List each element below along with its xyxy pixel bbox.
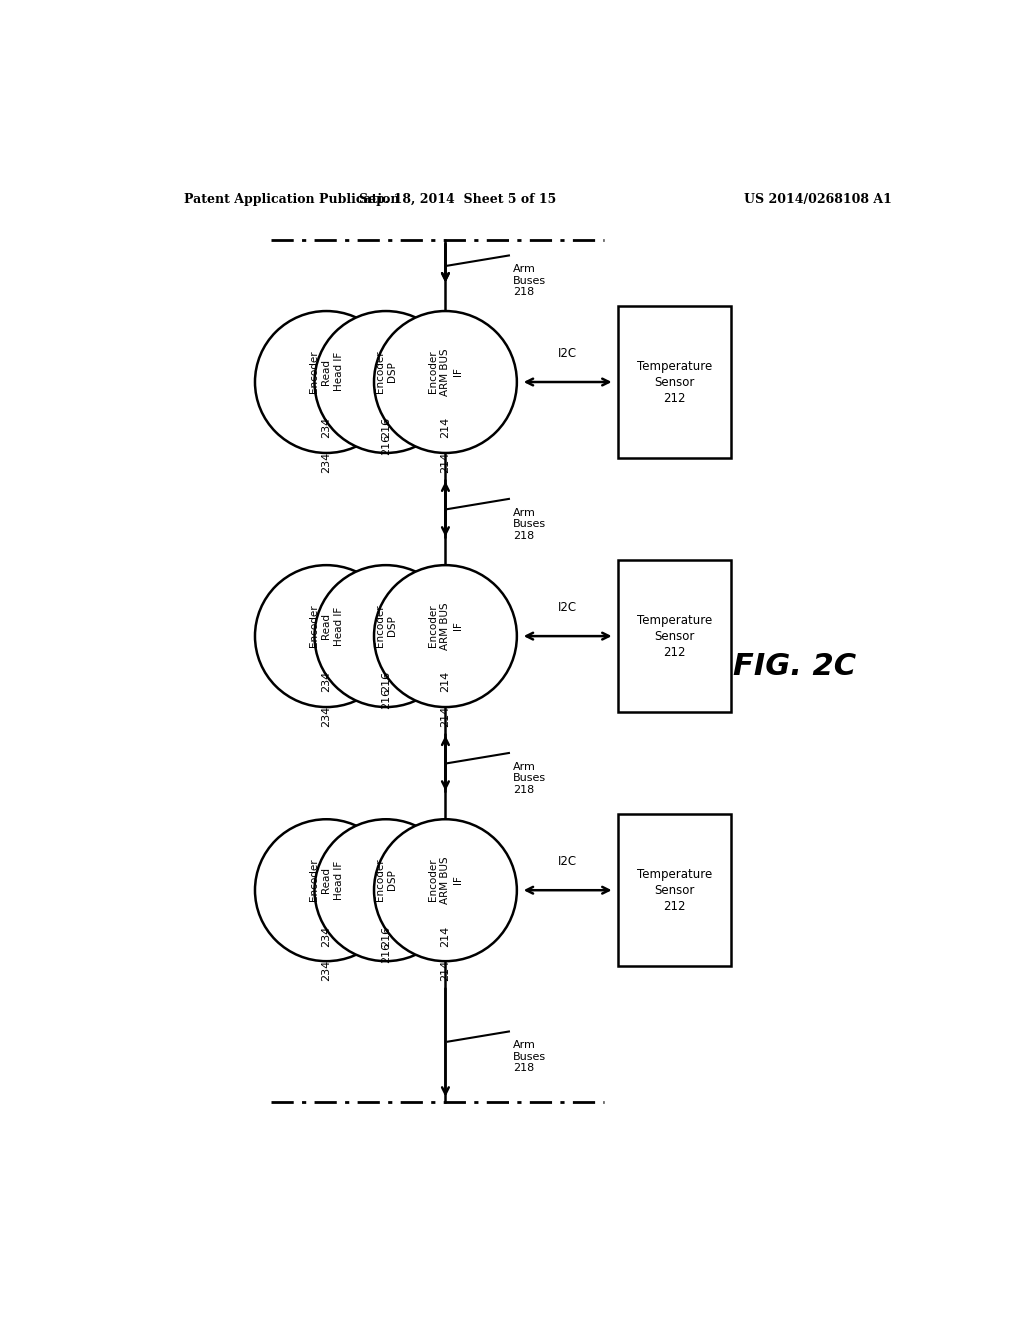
Ellipse shape [314, 820, 458, 961]
Text: 234: 234 [322, 925, 332, 946]
Text: 234: 234 [322, 451, 332, 473]
Bar [618, 306, 731, 458]
Text: 216: 216 [381, 925, 391, 946]
Ellipse shape [314, 565, 458, 708]
Text: 234: 234 [322, 960, 332, 981]
Ellipse shape [255, 312, 397, 453]
Text: Encoder
Read
Head IF: Encoder Read Head IF [309, 605, 344, 647]
Text: 216: 216 [381, 433, 391, 454]
Text: 214: 214 [440, 706, 451, 727]
Ellipse shape [374, 312, 517, 453]
Ellipse shape [255, 565, 397, 708]
Text: 214: 214 [440, 451, 451, 473]
Text: Arm
Buses
218: Arm Buses 218 [513, 762, 546, 795]
Text: FIG. 2C: FIG. 2C [733, 652, 856, 681]
Text: Encoder
Read
Head IF: Encoder Read Head IF [309, 351, 344, 393]
Text: Encoder
ARM BUS
IF: Encoder ARM BUS IF [428, 857, 463, 904]
Ellipse shape [255, 820, 397, 961]
Text: 234: 234 [322, 417, 332, 438]
Text: Temperature
Sensor
212: Temperature Sensor 212 [637, 867, 713, 912]
Text: 216: 216 [381, 417, 391, 438]
Ellipse shape [374, 565, 517, 708]
Text: Encoder
ARM BUS
IF: Encoder ARM BUS IF [428, 602, 463, 649]
Text: Encoder
Read
Head IF: Encoder Read Head IF [309, 859, 344, 902]
Text: Sep. 18, 2014  Sheet 5 of 15: Sep. 18, 2014 Sheet 5 of 15 [358, 193, 556, 206]
Text: Encoder
DSP: Encoder DSP [375, 605, 397, 647]
Text: Encoder
DSP: Encoder DSP [375, 859, 397, 902]
Text: US 2014/0268108 A1: US 2014/0268108 A1 [744, 193, 892, 206]
Ellipse shape [374, 820, 517, 961]
Text: Arm
Buses
218: Arm Buses 218 [513, 1040, 546, 1073]
Text: Temperature
Sensor
212: Temperature Sensor 212 [637, 359, 713, 404]
Text: 214: 214 [440, 417, 451, 438]
Text: I2C: I2C [558, 347, 578, 359]
Text: I2C: I2C [558, 601, 578, 614]
Text: 234: 234 [322, 672, 332, 693]
Text: 216: 216 [381, 941, 391, 962]
Text: 214: 214 [440, 925, 451, 946]
Text: 234: 234 [322, 706, 332, 727]
Bar [618, 560, 731, 713]
Bar [618, 814, 731, 966]
Text: Patent Application Publication: Patent Application Publication [183, 193, 399, 206]
Text: 214: 214 [440, 672, 451, 693]
Text: 216: 216 [381, 688, 391, 709]
Text: Arm
Buses
218: Arm Buses 218 [513, 508, 546, 541]
Text: 214: 214 [440, 960, 451, 981]
Text: Arm
Buses
218: Arm Buses 218 [513, 264, 546, 297]
Text: I2C: I2C [558, 855, 578, 867]
Text: Encoder
ARM BUS
IF: Encoder ARM BUS IF [428, 348, 463, 396]
Text: Temperature
Sensor
212: Temperature Sensor 212 [637, 614, 713, 659]
Ellipse shape [314, 312, 458, 453]
Text: 216: 216 [381, 672, 391, 693]
Text: Encoder
DSP: Encoder DSP [375, 351, 397, 393]
